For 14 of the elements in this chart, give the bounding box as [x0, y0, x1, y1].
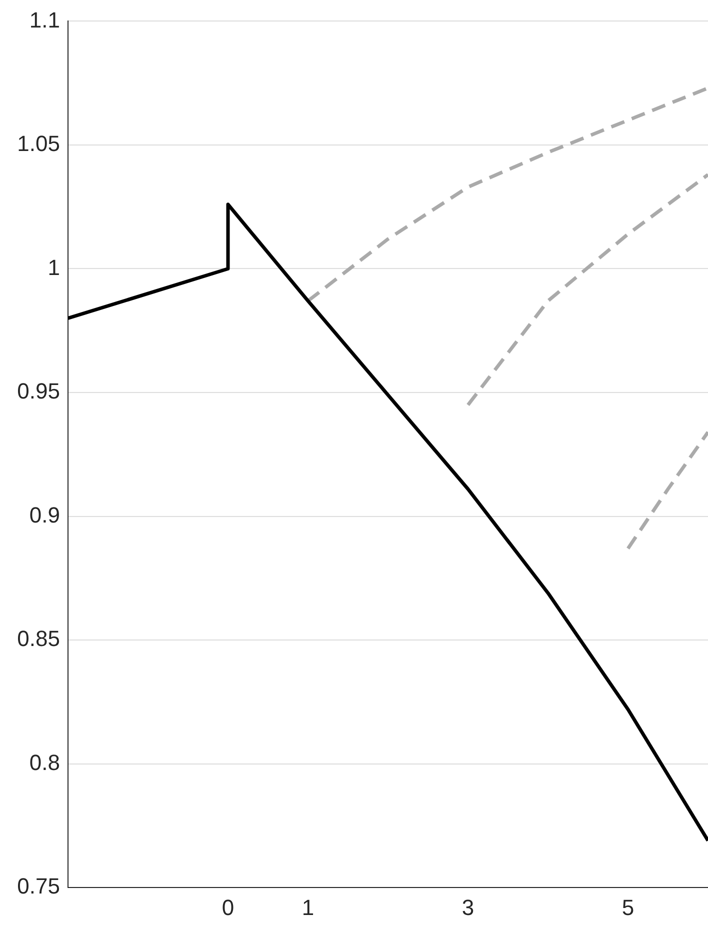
line-series: [466, 172, 708, 407]
y-tick-label: 1.05: [17, 131, 60, 156]
y-tick-label: 1.1: [29, 7, 60, 32]
x-tick-label: 0: [222, 894, 234, 920]
y-tick-label: 0.8: [29, 750, 60, 775]
line-series: [306, 86, 708, 303]
x-tick-label: 1: [302, 894, 314, 920]
x-tick-label: 3: [462, 894, 474, 920]
x-tick-label: 5: [622, 894, 634, 920]
y-tick-label: 0.95: [17, 378, 60, 404]
y-tick-label: 0.85: [17, 626, 60, 652]
y-tick-label: 0.75: [17, 874, 60, 899]
y-tick-label: 1: [48, 254, 60, 280]
y-tick-label: 0.9: [29, 502, 60, 528]
